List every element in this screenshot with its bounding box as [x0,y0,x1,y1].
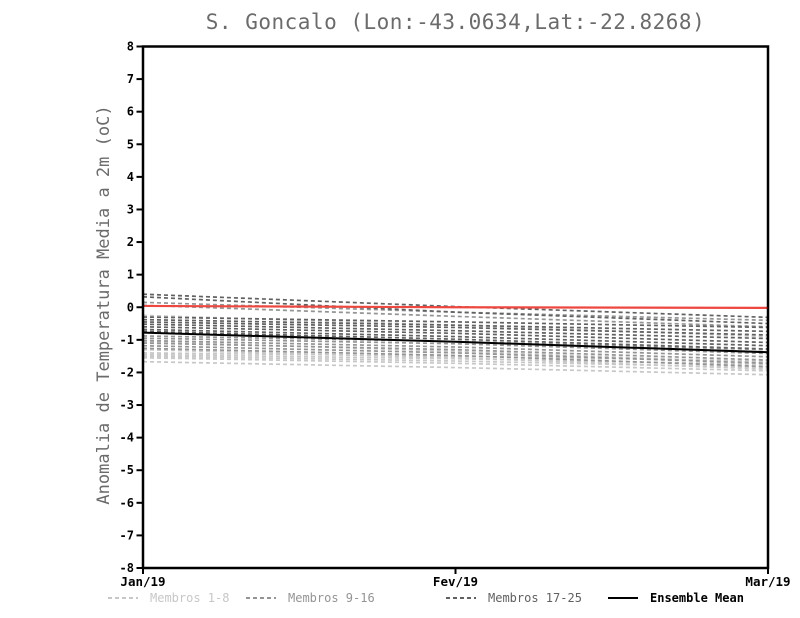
x-tick-label: Mar/19 [745,574,790,589]
y-tick-label: 6 [127,105,134,119]
y-tick-label: 0 [127,300,134,314]
x-tick-label: Fev/19 [433,574,478,589]
y-tick-label: 4 [127,170,134,184]
y-tick-label: 2 [127,235,134,249]
member-line [142,295,769,325]
y-tick-label: -5 [120,463,134,477]
member-line [142,335,769,351]
member-line [142,328,769,347]
member-line [142,318,769,333]
y-tick-label: -8 [120,561,134,575]
member-line [142,355,769,369]
y-tick-label: 8 [127,40,134,54]
y-tick-label: 5 [127,137,134,151]
member-line [142,321,769,336]
member-line [142,330,769,350]
member-line [142,347,769,368]
member-line [142,304,769,328]
member-line [142,293,769,319]
y-tick-label: -2 [120,365,134,379]
x-tick-label: Jan/19 [120,574,165,589]
member-line [142,360,769,376]
y-tick-label: -1 [120,333,134,347]
ensemble-mean-line [142,331,769,354]
member-line [142,323,769,340]
y-tick-label: 7 [127,72,134,86]
member-line [142,325,769,344]
chart-title: S. Goncalo (Lon:-43.0634,Lat:-22.8268) [205,10,706,34]
member-line [142,301,769,322]
member-line [142,337,769,355]
y-tick-label: -4 [120,431,134,445]
y-tick-label: -7 [120,528,134,542]
y-tick-label: 3 [127,202,134,216]
member-line [142,316,769,329]
member-line [142,356,769,372]
member-line [142,344,769,365]
y-tick-label: 1 [127,268,134,282]
member-line [142,342,769,361]
member-line [142,339,769,358]
zero-reference-line [142,304,769,310]
y-tick-label: -6 [120,496,134,510]
y-tick-label: -3 [120,398,134,412]
